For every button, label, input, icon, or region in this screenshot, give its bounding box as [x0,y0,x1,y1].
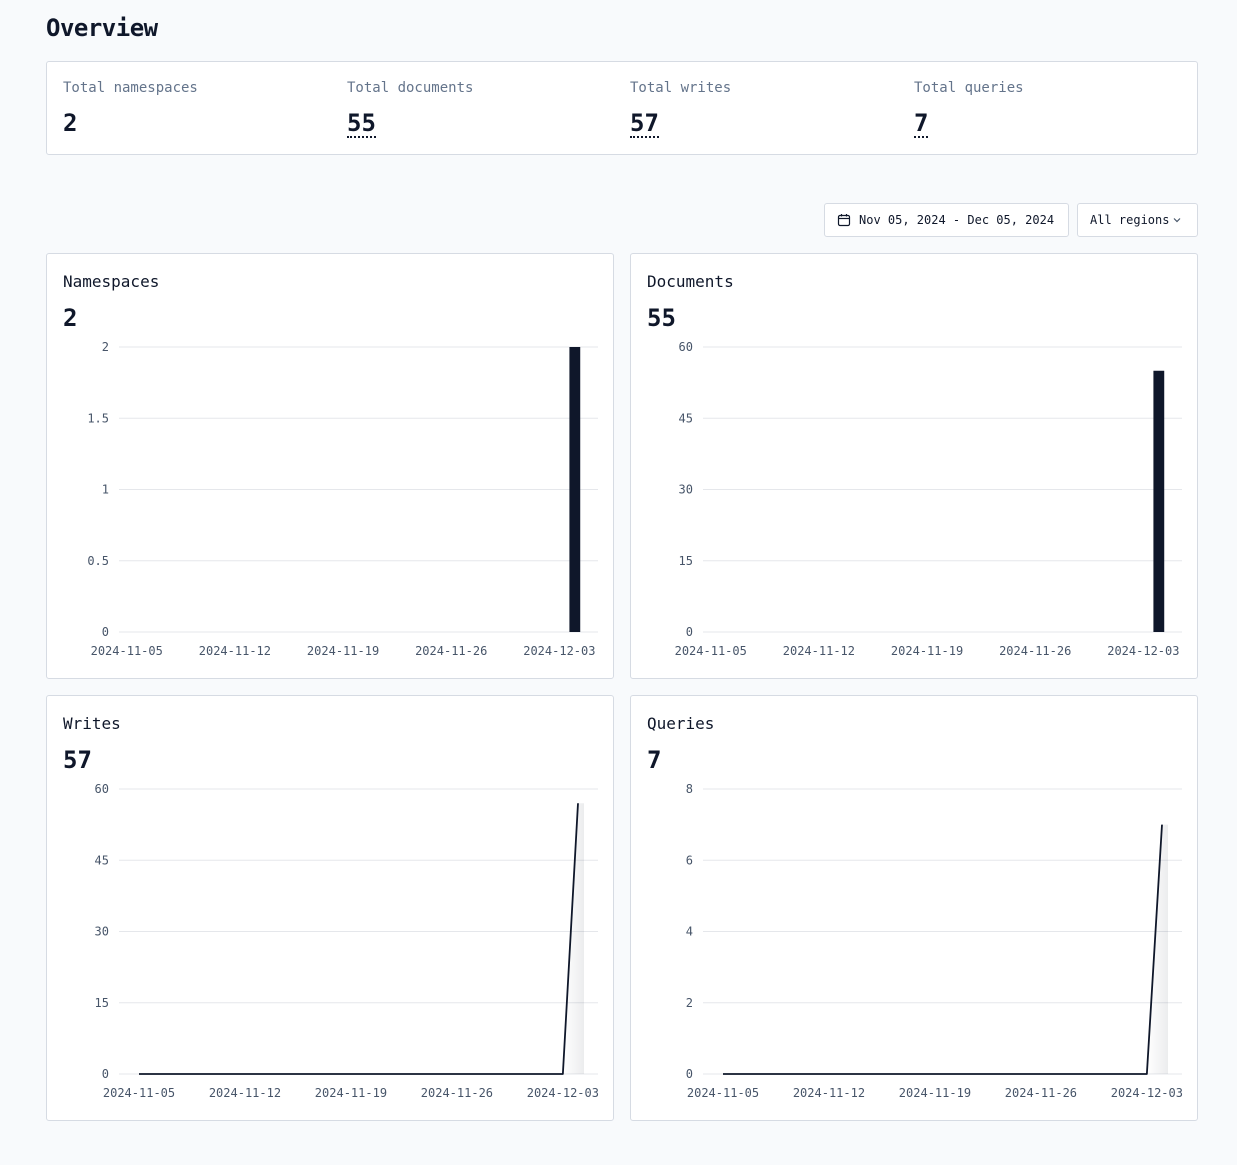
stat-total-documents: Total documents 55 [347,80,474,138]
x-tick-label: 2024-11-19 [307,644,379,658]
date-range-picker[interactable]: Nov 05, 2024 - Dec 05, 2024 [824,203,1069,237]
x-tick-label: 2024-11-05 [687,1086,759,1100]
series-line [723,824,1163,1075]
stats-summary: Total namespaces 2 Total documents 55 To… [46,61,1198,155]
chart-title: Namespaces [63,272,160,291]
y-tick-label: 45 [679,411,693,425]
x-tick-label: 2024-11-19 [315,1086,387,1100]
x-tick-label: 2024-11-05 [103,1086,175,1100]
x-tick-label: 2024-12-03 [527,1086,599,1100]
namespaces-chart: 0 0.5 1 1.5 2 2024-11-05 2024-11-12 2024-11-19 2… [87,340,598,658]
region-select[interactable]: All regions [1077,203,1198,237]
x-tick-label: 2024-11-12 [783,644,855,658]
y-tick-label: 0 [686,1067,693,1081]
queries-chart: 0 2 4 6 8 2024-11-05 2024-11-12 2024-11-19 2024-… [686,782,1183,1100]
chart-card-documents: Documents 55 0 15 30 45 60 2024-11-05 2024-11-… [630,253,1198,679]
y-tick-label: 0 [686,625,693,639]
area-shade [1146,824,1168,1074]
y-tick-label: 6 [686,853,693,867]
date-range-label: Nov 05, 2024 - Dec 05, 2024 [859,213,1055,227]
y-tick-label: 4 [686,925,693,939]
y-tick-label: 15 [679,554,693,568]
x-tick-label: 2024-11-12 [793,1086,865,1100]
chart-card-writes: Writes 57 0 15 30 45 60 2024-11-05 2024-11-12 2… [46,695,614,1121]
y-tick-label: 8 [686,782,693,796]
stat-total-namespaces: Total namespaces 2 [63,80,198,136]
y-tick-label: 0.5 [87,554,109,568]
x-tick-label: 2024-11-12 [209,1086,281,1100]
x-tick-label: 2024-11-26 [421,1086,493,1100]
y-tick-label: 0 [102,625,109,639]
stat-label: Total writes [630,80,732,96]
calendar-icon [837,213,851,227]
chart-value: 2 [63,304,78,332]
stat-total-writes: Total writes 57 [630,80,732,138]
y-tick-label: 30 [679,483,693,497]
stat-value[interactable]: 55 [347,109,376,138]
x-tick-label: 2024-12-03 [1107,644,1179,658]
x-tick-label: 2024-12-03 [523,644,595,658]
y-tick-label: 0 [102,1067,109,1081]
stat-value[interactable]: 7 [914,109,929,138]
chart-title: Writes [63,714,121,733]
y-tick-label: 45 [95,853,109,867]
chevron-down-icon [1171,214,1183,226]
chart-card-namespaces: Namespaces 2 0 0.5 1 1.5 2 2024-11-05 2024-11-… [46,253,614,679]
stat-label: Total queries [914,80,1024,96]
x-tick-label: 2024-11-26 [999,644,1071,658]
region-label: All regions [1090,213,1170,227]
stat-label: Total namespaces [63,80,198,96]
x-tick-label: 2024-11-19 [891,644,963,658]
y-tick-label: 2 [686,996,693,1010]
y-tick-label: 15 [95,996,109,1010]
x-tick-label: 2024-12-03 [1111,1086,1183,1100]
bar [1153,370,1165,632]
chart-title: Documents [647,272,734,291]
chart-title: Queries [647,714,715,733]
y-tick-label: 1.5 [87,411,109,425]
writes-chart: 0 15 30 45 60 2024-11-05 2024-11-12 2024-11-19 2… [95,782,599,1100]
bar [569,347,581,632]
chart-card-queries: Queries 7 0 2 4 6 8 2024-11-05 2024-11-12 2024-… [630,695,1198,1121]
y-tick-label: 30 [95,925,109,939]
x-tick-label: 2024-11-19 [899,1086,971,1100]
stat-value[interactable]: 57 [630,109,659,138]
chart-value: 55 [647,304,676,332]
area-shade [562,803,584,1074]
y-tick-label: 60 [95,782,109,796]
y-tick-label: 60 [679,340,693,354]
x-tick-label: 2024-11-05 [91,644,163,658]
chart-value: 7 [647,746,662,774]
chart-value: 57 [63,746,92,774]
documents-chart: 0 15 30 45 60 2024-11-05 2024-11-12 2024-11-19 2… [675,340,1182,658]
stat-total-queries: Total queries 7 [914,80,1024,138]
x-tick-label: 2024-11-26 [415,644,487,658]
x-tick-label: 2024-11-26 [1005,1086,1077,1100]
x-tick-label: 2024-11-05 [675,644,747,658]
x-tick-label: 2024-11-12 [199,644,271,658]
y-tick-label: 2 [102,340,109,354]
y-tick-label: 1 [102,483,109,497]
page-title: Overview [46,14,158,42]
stat-label: Total documents [347,80,474,96]
series-line [139,803,579,1075]
stat-value: 2 [63,109,78,137]
